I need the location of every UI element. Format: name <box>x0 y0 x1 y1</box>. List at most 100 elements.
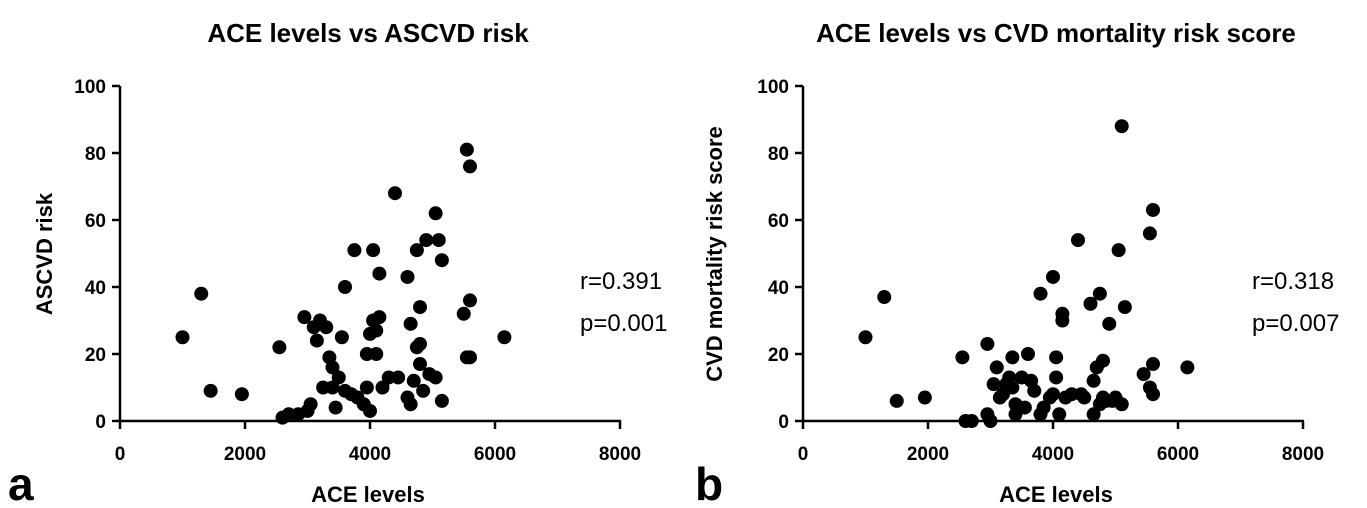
data-point-b <box>1046 269 1060 284</box>
data-point-a <box>194 286 209 301</box>
data-point-a <box>203 383 218 398</box>
axes-b: 0 2000 4000 6000 8000 0 20 40 60 80 100 <box>757 77 1324 465</box>
data-point-b <box>1017 400 1032 415</box>
data-point-b <box>1111 243 1126 258</box>
data-point-a <box>459 142 474 157</box>
data-point-b <box>1077 390 1092 405</box>
data-point-b <box>983 414 998 428</box>
x-tick-label-b: 4000 <box>1032 444 1074 465</box>
data-point-b <box>980 336 995 351</box>
data-point-a <box>272 340 287 355</box>
data-point-b <box>1146 387 1160 402</box>
x-axis-label-a: ACE levels <box>311 482 425 507</box>
data-point-a <box>434 253 449 268</box>
data-point-b <box>1092 286 1107 301</box>
data-point-a <box>297 310 312 325</box>
data-point-b <box>1142 226 1157 241</box>
data-point-a <box>372 310 387 325</box>
x-tick-label-a: 8000 <box>599 444 641 465</box>
data-point-b <box>1055 313 1070 328</box>
data-point-b <box>1033 286 1048 301</box>
data-point-b <box>1117 300 1132 315</box>
data-point-a <box>463 159 477 174</box>
data-point-a <box>413 300 427 315</box>
y-tick-label-a: 0 <box>95 412 106 433</box>
data-point-b <box>889 393 904 408</box>
data-point-a <box>434 393 449 408</box>
axes-a: 0 2000 4000 6000 8000 0 20 40 60 80 100 <box>74 77 641 465</box>
panel-letter-b: b <box>695 458 723 508</box>
x-tick-label-b: 6000 <box>1157 444 1199 465</box>
y-tick-label-a: 60 <box>85 211 106 232</box>
data-point-b <box>1114 397 1129 412</box>
data-point-a <box>428 206 443 221</box>
y-tick-label-b: 100 <box>757 77 789 98</box>
annotation-p-b: p=0.007 <box>1252 310 1339 337</box>
data-point-b <box>1049 370 1064 385</box>
data-point-a <box>409 243 424 258</box>
data-point-b <box>858 330 873 345</box>
data-point-a <box>325 380 340 395</box>
y-tick-label-a: 80 <box>85 144 106 165</box>
x-tick-label-b: 8000 <box>1282 444 1324 465</box>
y-tick-label-b: 80 <box>768 144 789 165</box>
data-point-b <box>1046 387 1060 402</box>
data-point-b <box>1052 407 1067 422</box>
annotation-p-a: p=0.001 <box>580 310 667 337</box>
data-point-b <box>1086 407 1101 422</box>
points-b <box>858 119 1195 428</box>
data-point-b <box>964 414 979 428</box>
data-point-a <box>391 370 406 385</box>
panel-letter-a: a <box>8 458 34 508</box>
data-point-a <box>400 269 415 284</box>
data-point-b <box>1021 347 1035 361</box>
data-point-b <box>1005 350 1020 365</box>
x-tick-label-a: 0 <box>115 444 126 465</box>
data-point-a <box>331 370 346 385</box>
data-point-a <box>303 397 318 412</box>
data-point-b <box>1083 296 1098 311</box>
data-point-a <box>456 306 471 321</box>
chart-title-b: ACE levels vs CVD mortality risk score <box>816 18 1296 48</box>
data-point-b <box>1146 357 1160 372</box>
panel-a: ACE levels vs ASCVD risk ASCVD risk ACE … <box>8 18 667 508</box>
data-point-a <box>369 323 384 338</box>
data-point-a <box>403 316 418 331</box>
y-axis-label-b: CVD mortality risk score <box>702 126 727 382</box>
data-point-a <box>431 233 446 248</box>
x-axis-label-b: ACE levels <box>999 482 1113 507</box>
y-tick-label-b: 40 <box>768 278 789 299</box>
panel-b: ACE levels vs CVD mortality risk score C… <box>695 18 1339 508</box>
data-point-a <box>375 380 390 395</box>
data-point-a <box>413 357 427 372</box>
y-axis-label-a: ASCVD risk <box>32 192 57 315</box>
data-point-b <box>1114 119 1129 134</box>
data-point-a <box>363 403 377 418</box>
data-point-a <box>372 266 387 281</box>
data-point-b <box>1005 380 1020 395</box>
y-tick-label-b: 20 <box>768 345 789 366</box>
data-point-b <box>1102 316 1117 331</box>
data-point-a <box>403 397 418 412</box>
x-tick-label-a: 4000 <box>349 444 391 465</box>
y-tick-label-a: 40 <box>85 278 106 299</box>
y-tick-label-a: 20 <box>85 345 106 366</box>
data-point-b <box>1180 360 1195 375</box>
chart-title-a: ACE levels vs ASCVD risk <box>207 18 529 48</box>
data-point-a <box>463 350 477 365</box>
annotation-r-a: r=0.391 <box>580 268 662 295</box>
data-point-a <box>234 387 249 402</box>
points-a <box>175 142 512 425</box>
data-point-a <box>413 336 427 351</box>
data-point-a <box>325 360 340 375</box>
data-point-a <box>366 243 381 258</box>
y-tick-label-a: 100 <box>74 77 106 98</box>
data-point-a <box>428 370 443 385</box>
data-point-a <box>319 320 334 335</box>
x-tick-label-b: 2000 <box>907 444 949 465</box>
data-point-a <box>416 383 431 398</box>
x-tick-label-a: 2000 <box>224 444 266 465</box>
data-point-a <box>388 186 402 201</box>
y-tick-label-b: 60 <box>768 211 789 232</box>
